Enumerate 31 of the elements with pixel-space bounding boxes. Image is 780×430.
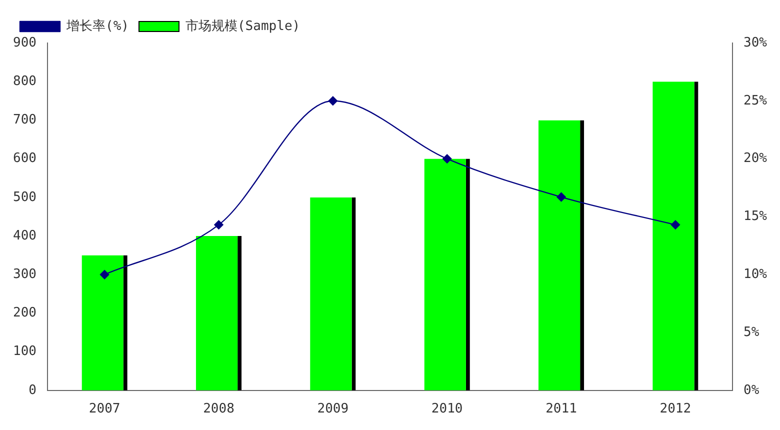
y2-tick-label: 25% [744,93,768,108]
y2-tick-label: 20% [744,151,768,166]
y-tick-label: 600 [12,151,36,166]
point [214,220,224,230]
y-tick-label: 0 [28,382,36,398]
point [556,192,566,202]
y-tick-label: 500 [12,190,36,205]
y-tick-label: 400 [12,228,36,244]
y-tick-label: 700 [12,112,36,128]
legend-label: 市场规模(Sample) [185,18,300,34]
y2-tick-label: 30% [744,35,768,50]
y-tick-label: 200 [12,306,36,321]
point [670,220,680,230]
x-tick-label: 2012 [660,402,692,417]
legend-label: 增长率(%) [66,18,129,34]
x-tick-label: 2010 [431,402,463,417]
y2-tick-label: 15% [744,209,768,224]
y2-tick-label: 10% [744,266,768,282]
x-tick-label: 2009 [317,402,349,417]
point [442,154,452,164]
point [100,270,110,280]
y-tick-label: 800 [12,74,36,89]
y2-tick-label: 5% [744,324,760,340]
y-tick-label: 900 [12,35,36,50]
x-tick-label: 2007 [88,402,120,417]
y-tick-label: 100 [12,344,36,360]
y-tick-label: 300 [12,266,36,282]
point [328,96,338,106]
x-tick-label: 2008 [203,402,234,417]
y2-tick-label: 0% [744,382,760,398]
x-tick-label: 2011 [546,402,577,417]
